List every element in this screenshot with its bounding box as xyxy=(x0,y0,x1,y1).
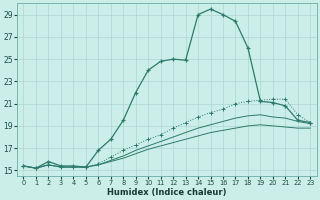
X-axis label: Humidex (Indice chaleur): Humidex (Indice chaleur) xyxy=(107,188,227,197)
